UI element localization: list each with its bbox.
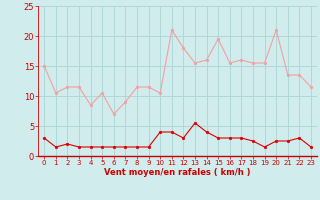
X-axis label: Vent moyen/en rafales ( km/h ): Vent moyen/en rafales ( km/h ) [104,168,251,177]
